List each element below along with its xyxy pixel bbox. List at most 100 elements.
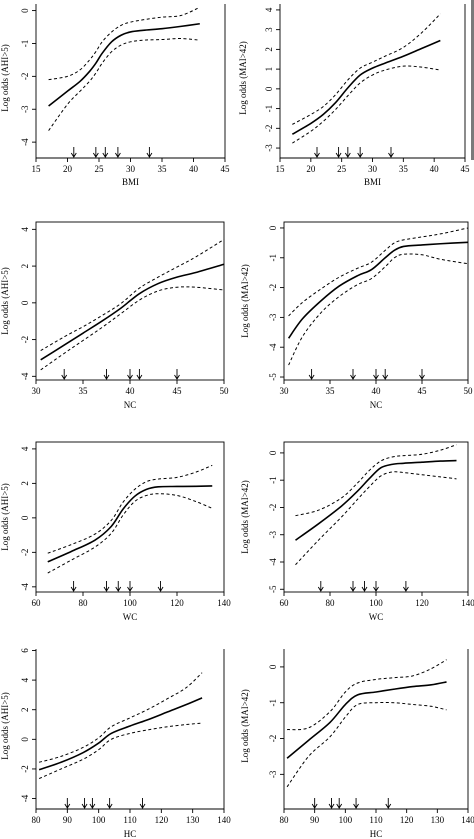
knot-arrow [308,369,315,380]
x-tick-label: 110 [123,815,137,825]
x-axis-title: NC [124,400,137,410]
knot-arrow [328,798,335,809]
knot-arrow [89,798,96,809]
x-tick-label: 100 [123,598,137,608]
chart-svg: 15 20 25 30 35 40 45 -3 -2 -1 0 1 2 3 4 BMI Log odds (MA… [238,4,471,187]
upper-ci-curve [287,659,447,731]
knot-arrow [373,581,379,592]
y-tick-label: 1 [264,67,274,72]
x-tick-label: 40 [372,386,382,396]
x-tick-label: 80 [280,815,290,825]
x-tick-label: 35 [399,164,409,174]
x-axis-title: HC [124,829,137,839]
upper-ci-curve [48,6,201,81]
x-tick-label: 120 [400,815,414,825]
x-axis-title: WC [369,612,384,622]
knot-arrow [335,147,342,158]
x-axis-title: HC [370,829,383,839]
x-tick-label: 120 [415,598,429,608]
y-tick-label: -4 [20,138,30,146]
x-axis-title: BMI [364,177,381,187]
knot-arrow [70,581,77,592]
knot-arrow [314,147,320,158]
knot-arrow [102,147,109,158]
y-tick-label: 0 [264,86,274,91]
y-tick-label: -2 [268,735,278,743]
knot-arrow [64,798,71,809]
knot-arrow [70,147,77,158]
knot-arrow [373,369,379,380]
fitted-curve [47,485,213,563]
y-tick-label: -3 [264,144,274,152]
y-tick-label: 0 [268,450,278,455]
y-tick-label: -3 [268,530,278,538]
x-tick-label: 140 [461,815,474,825]
lower-ci-curve [38,722,203,780]
y-tick-label: -1 [268,254,278,262]
chart-panel-4: 30 35 40 45 50 -5 -4 -3 -2 -1 0 NC Log odds (MAI>42) [236,212,474,410]
chart-panel-5: 60 80 100 120 140 -4 -2 0 2 4 WC Log odds (AHI>5) [0,430,236,626]
x-axis-title: WC [123,612,138,622]
y-tick-label: 0 [20,737,30,742]
plot-frame [35,441,225,593]
x-tick-label: 45 [461,164,471,174]
y-axis-title: Log odds (AHI>5) [0,692,10,760]
x-tick-label: 140 [217,815,231,825]
x-tick-label: 25 [95,164,105,174]
chart-svg: 30 35 40 45 50 -4 -2 0 2 4 NC Log odds (AHI>5) [0,221,230,410]
chart-panel-6: 60 80 100 120 140 -5 -4 -3 -2 -1 0 WC Log odds (MAI>… [236,430,474,626]
fitted-curve [295,459,457,541]
chart-panel-3: 30 35 40 45 50 -4 -2 0 2 4 NC Log odds (AHI>5) [0,212,236,410]
y-tick-label: 2 [20,707,30,712]
x-tick-label: 100 [369,598,383,608]
y-tick-label: -3 [268,313,278,321]
knot-arrow [127,581,133,592]
knot-arrow [403,581,409,592]
lower-ci-curve [47,493,213,574]
y-axis-title: Log odds (AHI>5) [0,267,10,335]
x-tick-label: 90 [63,815,73,825]
lower-ci-curve [286,701,447,788]
x-tick-label: 50 [220,386,230,396]
knot-arrow [317,581,324,592]
x-tick-label: 120 [155,815,169,825]
x-tick-label: 35 [158,164,168,174]
y-axis-title: Log odds (MAI>42) [238,41,248,115]
chart-svg: 80 90 100 110 120 130 140 -4 -2 0 2 4 6 HC Log odds (A… [0,648,231,839]
knot-arrow [357,147,364,158]
x-tick-label: 40 [430,164,440,174]
x-tick-label: 80 [326,598,336,608]
y-tick-label: -2 [264,125,274,133]
chart-panel-7: 80 90 100 110 120 130 140 -4 -2 0 2 4 6 HC Log odds (A… [0,643,236,839]
x-tick-label: 50 [464,386,474,396]
knot-arrow [174,369,180,380]
x-tick-label: 20 [306,164,316,174]
knot-arrow [350,369,356,380]
y-tick-label: 4 [264,7,274,12]
y-tick-label: -5 [268,373,278,381]
y-tick-label: -3 [268,770,278,778]
y-tick-label: -2 [268,504,278,512]
x-axis-title: NC [370,400,383,410]
x-tick-label: 130 [431,815,445,825]
x-tick-label: 25 [337,164,347,174]
axis-lines [279,4,466,159]
lower-ci-curve [48,38,200,131]
knot-arrow [103,369,110,380]
y-tick-label: 4 [20,227,30,232]
y-tick-label: 6 [20,648,30,653]
upper-ci-curve [288,227,469,317]
lower-ci-curve [40,286,225,371]
y-axis-title: Log odds (MAI>42) [240,689,250,763]
knot-arrow [61,369,68,380]
upper-ci-curve [38,672,203,763]
axis-lines [283,649,469,810]
x-tick-label: 140 [461,598,474,608]
y-axis-title: Log odds (AHI>5) [0,44,10,112]
x-tick-label: 140 [217,598,231,608]
x-tick-label: 15 [276,164,286,174]
y-tick-label: -4 [268,343,278,351]
y-tick-label: 0 [268,664,278,669]
axis-lines [35,649,225,810]
